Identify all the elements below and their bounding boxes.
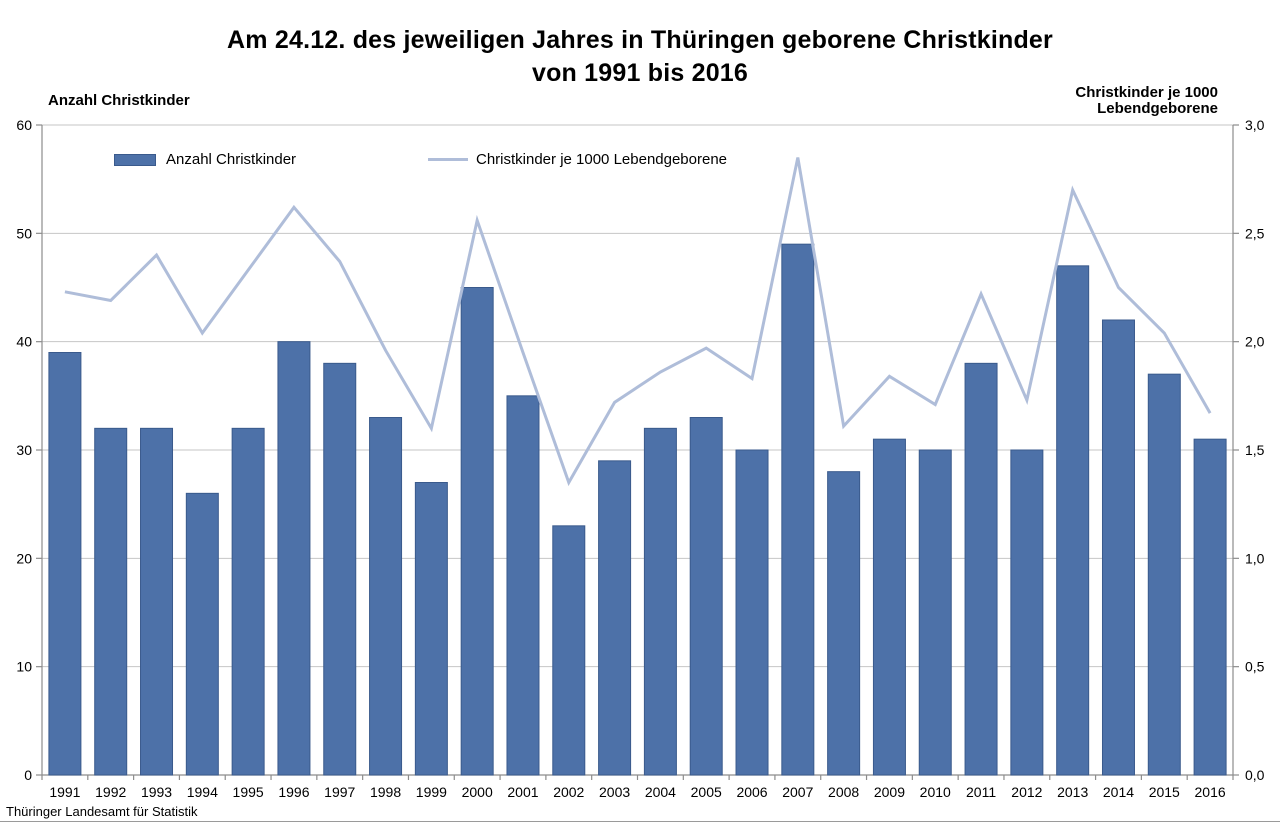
bar-1999: [414, 482, 448, 776]
x-axis-year-label: 2010: [920, 784, 951, 800]
chart-title: Am 24.12. des jeweiligen Jahres in Thüri…: [0, 24, 1280, 90]
x-axis-year-label: 1993: [141, 784, 172, 800]
x-axis-year-label: 2002: [553, 784, 584, 800]
left-axis-tick-label: 20: [16, 550, 32, 566]
bar-2002: [552, 525, 586, 776]
bar-2003: [598, 460, 632, 776]
x-axis-year-label: 1997: [324, 784, 355, 800]
x-axis-year-label: 2009: [874, 784, 905, 800]
x-axis-year-label: 1999: [416, 784, 447, 800]
bar-1998: [369, 417, 403, 776]
bar-2009: [872, 438, 906, 776]
x-axis-year-label: 2004: [645, 784, 676, 800]
right-axis-tick-label: 1,5: [1245, 442, 1265, 458]
bar-2004: [643, 427, 677, 776]
bar-2014: [1101, 319, 1135, 776]
x-axis-year-label: 1994: [187, 784, 218, 800]
x-axis-year-label: 1995: [233, 784, 264, 800]
x-axis-year-label: 2007: [782, 784, 813, 800]
legend-bar-swatch-icon: [114, 153, 156, 166]
right-axis-tick-label: 2,0: [1245, 334, 1265, 350]
x-axis-year-label: 2015: [1149, 784, 1180, 800]
chart-title-line2: von 1991 bis 2016: [531, 59, 749, 87]
bar-1997: [323, 362, 357, 776]
legend-item-line: Christkinder je 1000 Lebendgeborene: [428, 151, 727, 168]
left-axis-tick-label: 0: [24, 767, 32, 783]
left-axis-tick-label: 30: [16, 442, 32, 458]
source-attribution: Thüringer Landesamt für Statistik: [6, 804, 198, 819]
x-axis-year-label: 2006: [736, 784, 767, 800]
bar-1994: [185, 492, 219, 776]
x-axis-year-label: 2000: [462, 784, 493, 800]
left-axis-tick-label: 50: [16, 225, 32, 241]
bar-2011: [964, 362, 998, 776]
legend-line-label: Christkinder je 1000 Lebendgeborene: [476, 151, 728, 168]
bottom-divider: [0, 821, 1280, 822]
x-axis-year-label: 1991: [49, 784, 80, 800]
bar-2001: [506, 395, 540, 776]
bar-2016: [1193, 438, 1227, 776]
right-axis-title: Christkinder je 1000 Lebendgeborene: [1075, 85, 1218, 117]
bar-2015: [1147, 373, 1181, 776]
x-axis-year-label: 2008: [828, 784, 859, 800]
left-axis-tick-label: 40: [16, 334, 32, 350]
bar-2012: [1010, 449, 1044, 776]
right-axis-tick-label: 3,0: [1245, 117, 1265, 133]
x-axis-year-label: 2001: [507, 784, 538, 800]
right-axis-tick-label: 2,5: [1245, 225, 1265, 241]
right-axis-title-line1: Christkinder je 1000: [1075, 84, 1218, 101]
x-axis-year-label: 1992: [95, 784, 126, 800]
bar-2008: [827, 471, 861, 776]
bar-2010: [918, 449, 952, 776]
left-axis-title: Anzahl Christkinder: [48, 92, 190, 109]
bar-1992: [94, 427, 128, 776]
x-axis-year-label: 2011: [966, 784, 996, 800]
bar-2006: [735, 449, 769, 776]
right-axis-title-line2: Lebendgeborene: [1097, 100, 1218, 117]
bar-1991: [48, 352, 82, 776]
left-axis-tick-label: 60: [16, 117, 32, 133]
chart-title-line1: Am 24.12. des jeweiligen Jahres in Thüri…: [227, 26, 1053, 54]
right-axis-tick-label: 1,0: [1245, 550, 1265, 566]
legend-item-bars: Anzahl Christkinder: [114, 151, 296, 168]
bar-1996: [277, 341, 311, 776]
x-axis-year-label: 2012: [1011, 784, 1042, 800]
line-series: [64, 157, 1212, 487]
x-axis-year-label: 2016: [1195, 784, 1226, 800]
right-axis-tick-label: 0,0: [1245, 767, 1265, 783]
x-axis-year-label: 2013: [1057, 784, 1088, 800]
x-axis-year-label: 2014: [1103, 784, 1134, 800]
bar-1993: [140, 427, 174, 776]
x-axis-year-label: 2003: [599, 784, 630, 800]
x-axis-year-label: 1998: [370, 784, 401, 800]
left-axis-tick-label: 10: [16, 659, 32, 675]
bar-2013: [1056, 265, 1090, 776]
bar-1995: [231, 427, 265, 776]
bar-2000: [460, 287, 494, 776]
x-axis-year-label: 2005: [691, 784, 722, 800]
x-axis-year-label: 1996: [278, 784, 309, 800]
legend-line-swatch-icon: [428, 158, 468, 161]
right-axis-tick-label: 0,5: [1245, 659, 1265, 675]
bar-2005: [689, 417, 723, 776]
legend-bar-label: Anzahl Christkinder: [166, 151, 297, 168]
bar-2007: [781, 243, 815, 776]
